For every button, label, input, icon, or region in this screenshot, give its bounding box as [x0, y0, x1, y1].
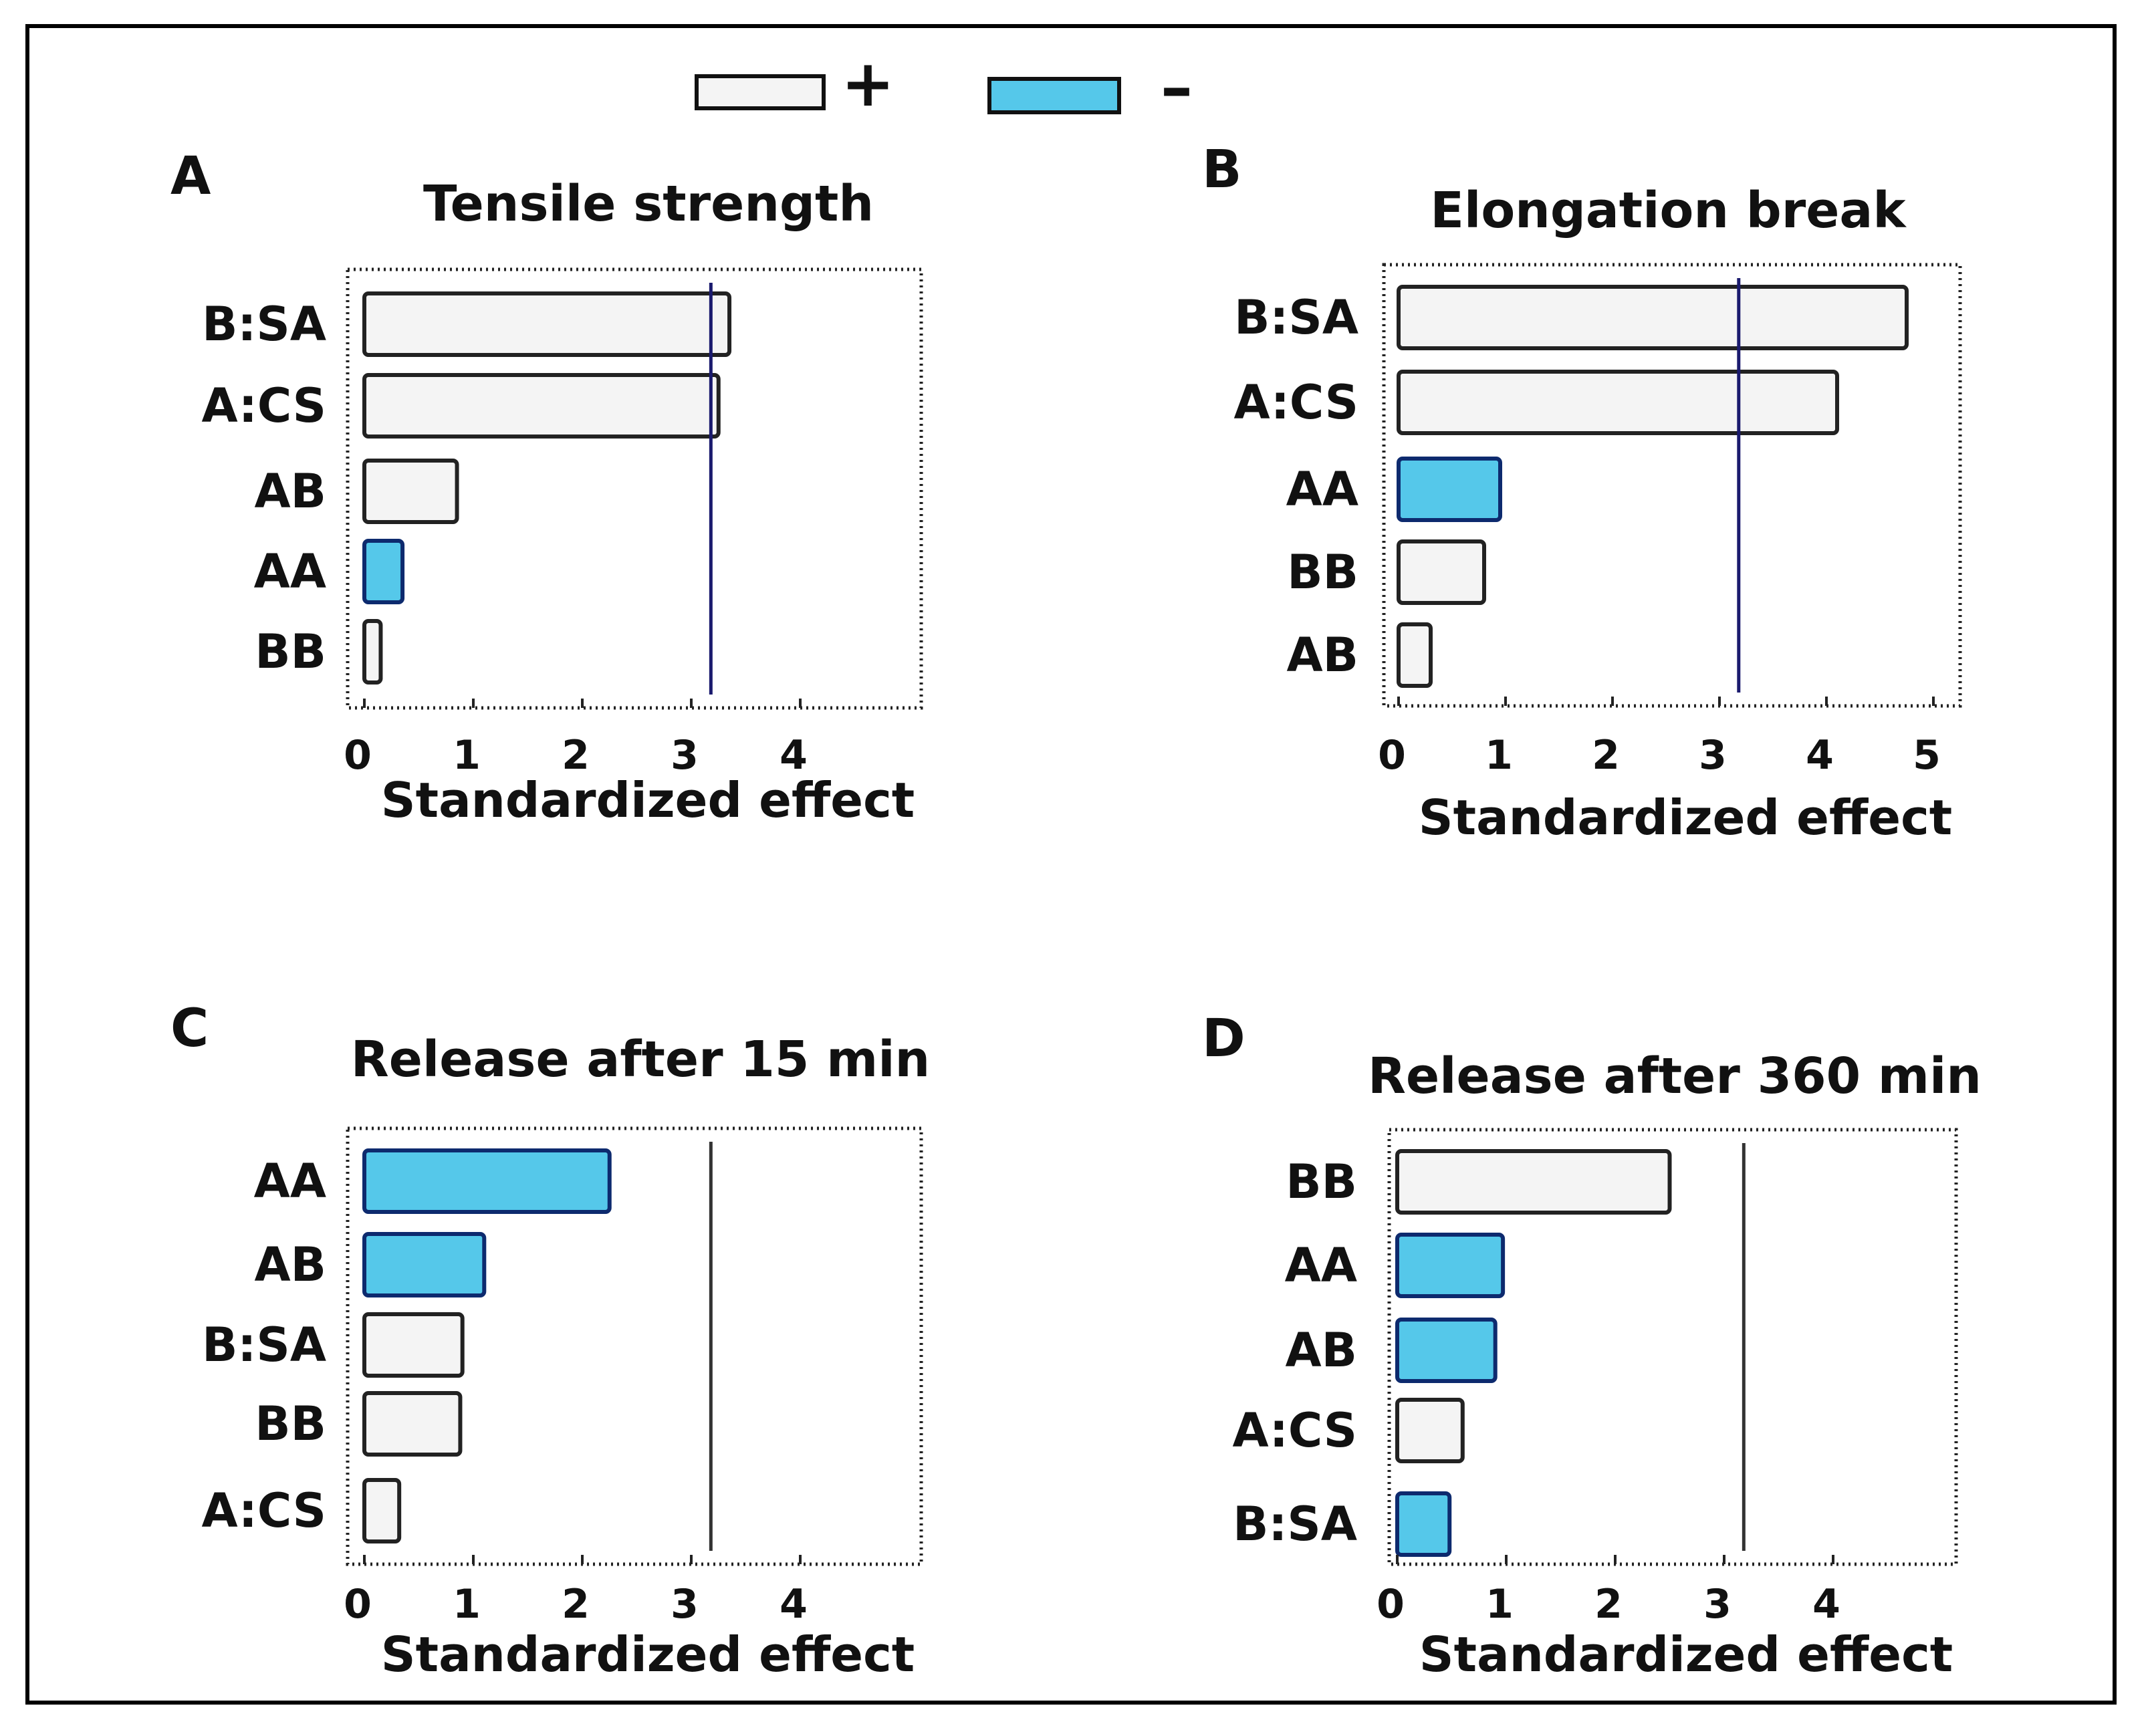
category-label-b-0: B:SA [1234, 290, 1358, 345]
tick-label-d-3: 3 [1703, 1581, 1732, 1628]
legend-label-negative: – [1161, 50, 1193, 125]
chart-title-b: Elongation break [1430, 182, 1907, 239]
category-label-a-1: A:CS [201, 378, 326, 433]
chart-panel-c: C Release after 15 min AA AB B:SA BB A:CS 0 1 2 3 4… [170, 999, 930, 1683]
chart-panel-b: B Elongation break B:SA A:CS AA BB AB 0 1 2 3 4 5 Sta… [1202, 140, 1962, 846]
tick-label-a-1: 1 [453, 732, 481, 779]
tick-label-b-1: 1 [1485, 732, 1513, 779]
tick-label-a-2: 2 [562, 732, 590, 779]
bar-d-bb [1395, 1149, 1672, 1215]
panel-label-a: A [170, 146, 211, 207]
category-label-d-4: B:SA [1233, 1497, 1357, 1552]
bar-a-ab [362, 459, 459, 524]
tick-label-a-3: 3 [671, 732, 699, 779]
legend-swatch-negative [987, 77, 1121, 114]
tick-label-b-0: 0 [1378, 732, 1406, 779]
bar-d-ab [1395, 1318, 1498, 1383]
panel-label-b: B [1202, 140, 1241, 200]
x-axis-label-d: Standardized effect [1419, 1626, 1953, 1683]
tick-label-c-2: 2 [562, 1581, 590, 1628]
bar-c-aa [362, 1148, 612, 1214]
tick-label-d-0: 0 [1377, 1581, 1405, 1628]
bar-b-aa [1397, 457, 1502, 522]
legend: + – [695, 46, 1193, 125]
category-label-d-0: BB [1286, 1154, 1357, 1209]
tick-label-d-1: 1 [1485, 1581, 1514, 1628]
tick-label-c-1: 1 [453, 1581, 481, 1628]
bar-a-b-sa [362, 291, 732, 357]
bar-c-a-cs [362, 1478, 402, 1543]
bar-b-a-cs [1397, 370, 1839, 435]
bar-b-ab [1397, 622, 1433, 688]
category-label-c-2: B:SA [202, 1318, 326, 1372]
tick-label-b-5: 5 [1913, 732, 1941, 779]
tick-label-c-0: 0 [344, 1581, 372, 1628]
tick-label-c-3: 3 [671, 1581, 699, 1628]
category-label-d-3: A:CS [1232, 1403, 1357, 1458]
bar-a-a-cs [362, 373, 721, 439]
panel-label-c: C [170, 999, 209, 1059]
chart-title-d: Release after 360 min [1368, 1047, 1982, 1105]
category-label-c-0: AA [254, 1154, 326, 1209]
category-label-c-4: A:CS [201, 1483, 326, 1538]
bar-c-bb [362, 1391, 463, 1457]
category-label-c-3: BB [255, 1396, 326, 1451]
figure-frame [25, 24, 2117, 1705]
category-label-b-3: BB [1287, 545, 1358, 600]
category-label-b-1: A:CS [1233, 375, 1358, 430]
category-label-a-0: B:SA [202, 297, 326, 352]
bar-c-b-sa [362, 1312, 465, 1378]
bar-d-a-cs [1395, 1398, 1465, 1463]
tick-label-d-4: 4 [1812, 1581, 1840, 1628]
legend-swatch-positive [695, 74, 826, 110]
chart-title-a: Tensile strength [423, 175, 874, 233]
x-axis-label-a: Standardized effect [381, 772, 915, 828]
panel-label-d: D [1202, 1009, 1245, 1069]
bar-a-bb [362, 619, 383, 685]
tick-label-c-4: 4 [780, 1581, 808, 1628]
category-label-a-4: BB [255, 624, 326, 679]
category-label-d-1: AA [1285, 1238, 1357, 1293]
tick-label-d-2: 2 [1594, 1581, 1623, 1628]
category-label-a-2: AB [254, 464, 326, 519]
legend-label-positive: + [841, 46, 894, 121]
category-label-a-3: AA [254, 544, 326, 599]
category-label-b-4: AB [1286, 628, 1358, 683]
tick-label-a-0: 0 [344, 732, 372, 779]
x-axis-label-c: Standardized effect [381, 1626, 915, 1683]
bar-d-b-sa [1395, 1491, 1452, 1557]
tick-label-a-4: 4 [780, 732, 808, 779]
category-label-d-2: AB [1285, 1323, 1357, 1378]
chart-title-c: Release after 15 min [351, 1031, 931, 1088]
tick-label-b-3: 3 [1699, 732, 1727, 779]
bar-b-bb [1397, 539, 1486, 605]
x-axis-label-b: Standardized effect [1419, 789, 1952, 846]
chart-panel-a: A Tensile strength B:SA A:CS AB AA BB 0 1 2 3 4Stan… [170, 146, 923, 828]
category-label-b-2: AA [1286, 462, 1358, 517]
bar-d-aa [1395, 1233, 1506, 1298]
tick-label-b-2: 2 [1592, 732, 1620, 779]
bar-c-ab [362, 1232, 487, 1297]
bar-a-aa [362, 539, 405, 604]
category-label-c-1: AB [254, 1237, 326, 1292]
tick-label-b-4: 4 [1806, 732, 1834, 779]
bar-b-b-sa [1397, 285, 1909, 350]
